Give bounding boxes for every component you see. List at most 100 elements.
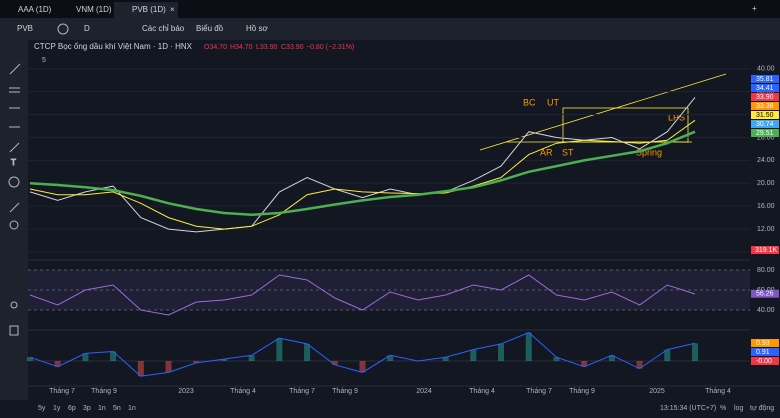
tab[interactable]: PVB (1D) [132, 5, 166, 14]
y-tick-label: 24.00 [757, 157, 775, 164]
macd-bar [581, 361, 588, 367]
active-tab[interactable] [114, 2, 178, 18]
macd-bar [692, 343, 698, 361]
profile[interactable]: Hồ sơ [246, 24, 268, 33]
price-line [29, 119, 696, 230]
range-button[interactable]: 1n [128, 405, 136, 412]
annotation: UT [547, 97, 559, 107]
macd-line [29, 331, 696, 377]
macd-bar [442, 357, 449, 361]
bottom-bar [28, 400, 780, 418]
y-tick-label: 12.00 [757, 226, 775, 233]
legend-title: CTCP Bọc ống dầu khí Việt Nam · 1D · HNX [34, 42, 193, 51]
x-tick-label: Tháng 7 [289, 388, 315, 395]
ohlc: C33.90 [281, 44, 304, 51]
add-icon[interactable] [57, 23, 69, 35]
y-tick-label: 20.00 [757, 180, 775, 187]
new-tab[interactable]: + [752, 4, 757, 13]
ohlc: O34.70 [204, 44, 227, 51]
macd-bar [470, 349, 477, 361]
macd-bar [387, 355, 394, 361]
ohlc: L33.90 [256, 44, 278, 51]
annotation: Spring [636, 147, 662, 157]
tab[interactable]: VNM (1D) [76, 5, 112, 14]
tool-icons: T [8, 63, 21, 336]
range-button[interactable]: 6p [68, 405, 76, 412]
volume-label-box [751, 246, 779, 254]
macd-label: 0.93 [756, 340, 770, 347]
rsi-line [29, 274, 696, 316]
macd-bar [498, 343, 505, 361]
macd-bar [553, 357, 560, 361]
price-label-box [751, 111, 779, 119]
percent-toggle[interactable]: % [720, 405, 726, 412]
range-button[interactable]: 5n [113, 405, 121, 412]
ohlc: H34.70 [230, 44, 253, 51]
x-tick-label: Tháng 9 [569, 388, 595, 395]
ohlc: −0.80 (−2.31%) [306, 44, 354, 51]
macd-bar [165, 361, 172, 373]
macd-bar [82, 353, 89, 361]
annotations: BC UT LPS AR ST Spring [523, 97, 685, 157]
range-button[interactable]: 5y [38, 405, 46, 412]
macd-bar [220, 359, 227, 361]
price-label-box [751, 120, 779, 128]
macd-bar [54, 361, 61, 367]
indicator-count[interactable]: 5 [42, 57, 46, 64]
rsi-label: 56.26 [756, 291, 774, 298]
macd-bar [359, 361, 366, 373]
price-label-box [751, 93, 779, 101]
range-button[interactable]: 1y [53, 405, 61, 412]
annotation: LPS [668, 112, 685, 122]
x-tick-label: 2023 [178, 388, 194, 395]
macd-label-box [751, 357, 779, 365]
macd-bar [608, 355, 615, 361]
annotation: BC [523, 97, 536, 107]
price-label: 29.51 [756, 130, 774, 137]
price-label: 30.74 [756, 121, 774, 128]
left-toolbar [0, 40, 28, 400]
svg-text:T: T [11, 158, 16, 167]
range-button[interactable]: 1n [98, 405, 106, 412]
x-tick-label: Tháng 9 [332, 388, 358, 395]
symbol[interactable]: PVB [17, 24, 33, 33]
macd-bar [110, 351, 117, 361]
x-tick-label: Tháng 4 [469, 388, 495, 395]
y-tick-label: 40.00 [757, 66, 775, 73]
macd-bar [525, 332, 532, 361]
annotation: ST [562, 147, 574, 157]
y-tick-label: 40.00 [757, 307, 775, 314]
macd-bar [137, 361, 144, 377]
price-label: 34.41 [756, 85, 774, 92]
range-button[interactable]: 3p [83, 405, 91, 412]
y-tick-label: 28.00 [757, 134, 775, 141]
price-label-box [751, 75, 779, 83]
macd-bar [636, 361, 643, 369]
price-label: 35.81 [756, 76, 774, 83]
price-label-box [751, 102, 779, 110]
price-label: 33.90 [756, 94, 774, 101]
tab[interactable]: AAA (1D) [18, 5, 52, 14]
auto-toggle[interactable]: tự động [750, 405, 774, 412]
tab-bar [0, 0, 780, 18]
chart-type[interactable]: Biểu đồ [196, 24, 224, 33]
macd-bar [193, 361, 200, 363]
macd-bar [664, 349, 671, 361]
x-tick-label: Tháng 7 [526, 388, 552, 395]
x-tick-label: Tháng 4 [230, 388, 256, 395]
close-tab[interactable]: × [170, 5, 175, 14]
macd-label-box [751, 339, 779, 347]
macd-label: 0.91 [756, 349, 770, 356]
macd-label-box [751, 348, 779, 356]
log-toggle[interactable]: log [734, 405, 743, 412]
price-label-box [751, 84, 779, 92]
volume-label: 319.1K [755, 247, 778, 254]
indicators[interactable]: Các chỉ báo [142, 24, 185, 33]
price-line [29, 97, 696, 233]
interval[interactable]: D [84, 24, 90, 33]
x-tick-label: Tháng 4 [705, 388, 731, 395]
price-label-box [751, 129, 779, 137]
x-tick-label: Tháng 9 [91, 388, 117, 395]
